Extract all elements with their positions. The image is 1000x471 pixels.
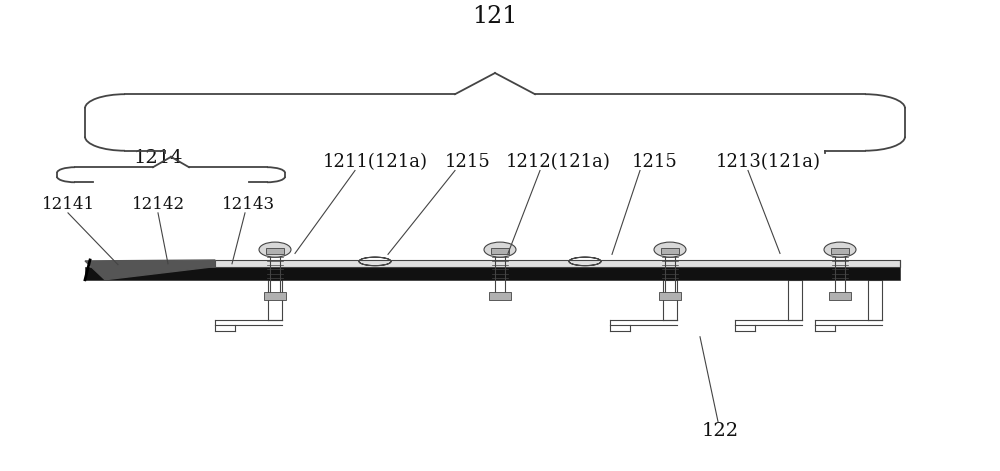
Text: 1215: 1215 bbox=[445, 154, 491, 171]
Bar bbox=[829, 292, 851, 300]
Bar bbox=[266, 248, 284, 254]
Bar bbox=[659, 292, 681, 300]
Circle shape bbox=[259, 242, 291, 257]
Text: 1214: 1214 bbox=[133, 149, 183, 167]
Bar bbox=[215, 260, 900, 267]
Polygon shape bbox=[85, 260, 215, 280]
Bar bbox=[85, 267, 900, 280]
Text: 12141: 12141 bbox=[41, 196, 95, 213]
Text: 122: 122 bbox=[701, 422, 739, 440]
Text: 1212(121a): 1212(121a) bbox=[506, 154, 610, 171]
Text: 1211(121a): 1211(121a) bbox=[322, 154, 428, 171]
Text: 12143: 12143 bbox=[221, 196, 275, 213]
Text: 121: 121 bbox=[472, 5, 518, 28]
Circle shape bbox=[824, 242, 856, 257]
Bar bbox=[661, 248, 679, 254]
Bar bbox=[489, 292, 511, 300]
Text: 1215: 1215 bbox=[632, 154, 678, 171]
Bar bbox=[831, 248, 849, 254]
Circle shape bbox=[484, 242, 516, 257]
Text: 12142: 12142 bbox=[131, 196, 185, 213]
Circle shape bbox=[654, 242, 686, 257]
Text: 1213(121a): 1213(121a) bbox=[716, 154, 820, 171]
Bar bbox=[264, 292, 286, 300]
Bar bbox=[491, 248, 509, 254]
